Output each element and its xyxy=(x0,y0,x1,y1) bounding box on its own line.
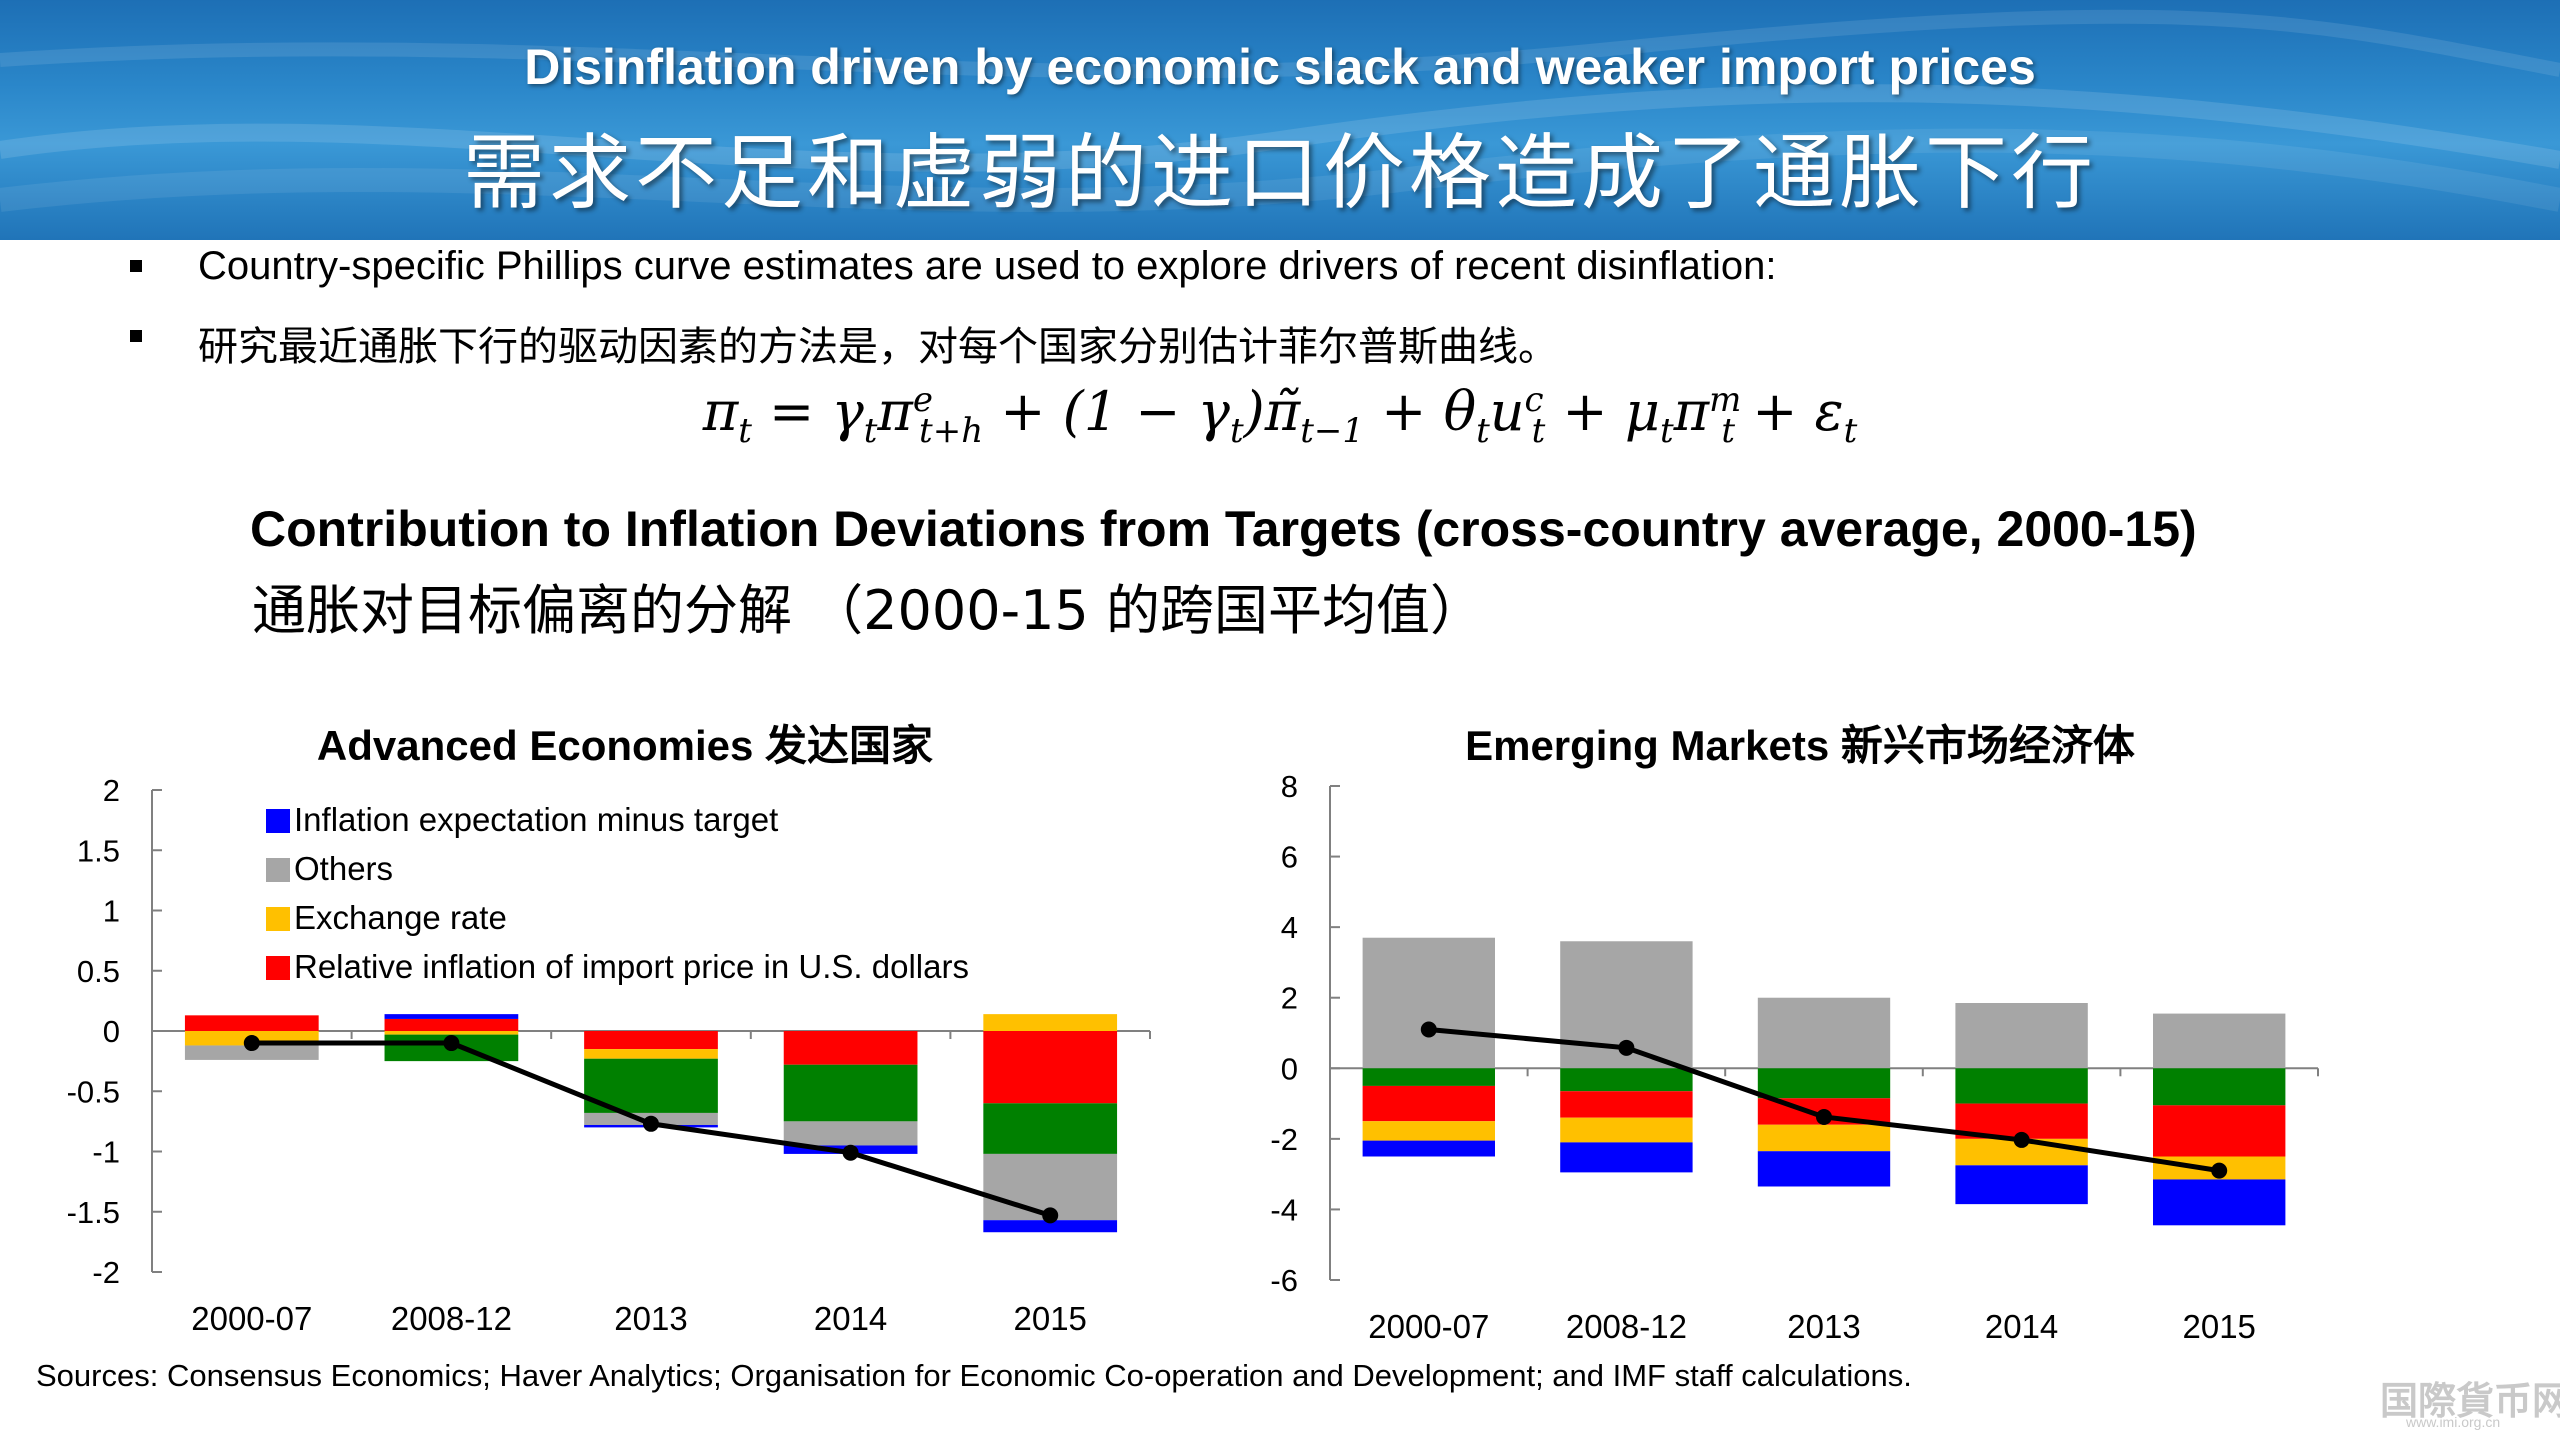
bar-segment xyxy=(184,1015,319,1031)
total-deviation-point xyxy=(1042,1207,1059,1224)
y-tick-label: -2 xyxy=(92,1255,120,1290)
bar-segment xyxy=(1560,1068,1693,1092)
legend-swatch xyxy=(266,858,290,882)
bar-segment xyxy=(1757,1124,1891,1152)
x-category-label: 2015 xyxy=(1013,1300,1086,1337)
bar-segment xyxy=(384,1031,519,1035)
bar-segment xyxy=(783,1121,918,1146)
bar-segment xyxy=(1362,1121,1495,1141)
legend-label: Relative inflation of import price in U.… xyxy=(294,948,969,985)
legend-label: Exchange rate xyxy=(294,899,507,936)
legend-swatch xyxy=(266,809,290,833)
bar-segment xyxy=(783,1064,918,1122)
bullet-square-icon xyxy=(130,260,142,272)
bar-segment xyxy=(983,1220,1118,1233)
x-category-label: 2014 xyxy=(1985,1308,2058,1345)
total-deviation-point xyxy=(443,1035,460,1052)
bar-segment xyxy=(1955,1165,2088,1205)
header-wave-decoration xyxy=(0,9,2560,212)
bar-segment xyxy=(2153,1105,2286,1157)
bar-segment xyxy=(983,1031,1118,1104)
bar-segment xyxy=(1955,1003,2088,1069)
bar-segment xyxy=(983,1014,1118,1031)
bar-segment xyxy=(1757,997,1891,1069)
bar-segment xyxy=(1362,1085,1495,1122)
y-tick-label: -0.5 xyxy=(67,1074,120,1109)
y-tick-label: 4 xyxy=(1281,910,1298,945)
bar-segment xyxy=(783,1031,918,1065)
y-tick-label: -6 xyxy=(1270,1263,1298,1298)
total-deviation-point xyxy=(2211,1162,2228,1179)
bar-segment xyxy=(584,1031,718,1050)
bar-segment xyxy=(1560,1117,1693,1143)
legend-label: Others xyxy=(294,850,393,887)
x-category-label: 2008-12 xyxy=(1566,1308,1687,1345)
y-tick-label: 2 xyxy=(1281,981,1298,1016)
x-category-label: 2000-07 xyxy=(1368,1308,1489,1345)
legend-label: Inflation expectation minus target xyxy=(294,801,778,838)
y-tick-label: 1 xyxy=(103,894,120,929)
bar-segment xyxy=(1560,1142,1693,1173)
chart-title: Advanced Economies 发达国家 xyxy=(317,722,933,769)
watermark-logo-text: 国際貨币网 xyxy=(2380,1378,2560,1423)
total-deviation-point xyxy=(1816,1108,1832,1125)
chart-title: Emerging Markets 新兴市场经济体 xyxy=(1465,722,2135,769)
y-tick-label: 0 xyxy=(1281,1051,1298,1086)
sources-note: Sources: Consensus Economics; Haver Anal… xyxy=(36,1358,1912,1393)
total-deviation-point xyxy=(842,1144,859,1161)
bar-segment xyxy=(1757,1068,1891,1099)
section-title-english: Contribution to Inflation Deviations fro… xyxy=(250,501,2197,557)
total-deviation-point xyxy=(643,1115,659,1132)
y-tick-label: 2 xyxy=(103,773,120,808)
total-deviation-point xyxy=(1618,1039,1635,1056)
y-tick-label: 6 xyxy=(1281,840,1298,875)
total-deviation-point xyxy=(1420,1021,1437,1038)
bar-segment xyxy=(2153,1179,2286,1226)
bar-segment xyxy=(184,1045,319,1060)
watermark-url: www.imi.org.cn xyxy=(2406,1414,2501,1430)
y-tick-label: -4 xyxy=(1270,1192,1298,1227)
phillips-curve-formula: πt = γtπet+h + (1 − γt)π̃t−1 + θtuct + μ… xyxy=(702,380,1858,451)
header-banner: Disinflation driven by economic slack an… xyxy=(0,0,2560,240)
legend-swatch xyxy=(266,956,290,980)
bar-segment xyxy=(2153,1068,2286,1106)
section-title-chinese: 通胀对目标偏离的分解 （2000-15 的跨国平均值） xyxy=(252,579,1484,642)
bar-segment xyxy=(1362,1068,1495,1086)
chart-advanced-economies: Advanced Economies 发达国家 2 1.5 1 0.5 0 -0.5 -1 -1… xyxy=(67,722,1151,1337)
y-tick-label: 0 xyxy=(103,1014,120,1049)
total-deviation-point xyxy=(243,1035,260,1052)
bar-segment xyxy=(1362,937,1495,1069)
total-deviation-point xyxy=(2013,1131,2030,1148)
bar-segment xyxy=(384,1018,519,1031)
legend-swatch xyxy=(266,907,290,931)
x-category-label: 2008-12 xyxy=(391,1300,512,1337)
bullet-text: Country-specific Phillips curve estimate… xyxy=(198,244,1777,288)
chart-emerging-markets: Emerging Markets 新兴市场经济体 8 6 4 2 0 -2 -4 -6 2000-… xyxy=(1270,722,2319,1345)
x-category-label: 2000-07 xyxy=(191,1300,312,1337)
bullet-text: 研究最近通胀下行的驱动因素的方法是，对每个国家分别估计菲尔普斯曲线。 xyxy=(198,324,1558,370)
bar-segment xyxy=(1955,1068,2088,1104)
title-english: Disinflation driven by economic slack an… xyxy=(524,39,2036,95)
y-tick-label: 0.5 xyxy=(77,954,120,989)
y-tick-label: 8 xyxy=(1281,769,1298,804)
bar-segment xyxy=(1560,1091,1693,1118)
bar-segment xyxy=(1362,1140,1495,1157)
y-tick-label: -2 xyxy=(1270,1122,1298,1157)
bar-segment xyxy=(1757,1151,1891,1187)
bullet-square-icon xyxy=(130,330,142,342)
watermark-logo: 国際貨币网 www.imi.org.cn xyxy=(2380,1370,2560,1430)
y-tick-label: 1.5 xyxy=(77,833,120,868)
title-chinese: 需求不足和虚弱的进口价格造成了通胀下行 xyxy=(462,126,2097,221)
x-category-label: 2013 xyxy=(614,1300,687,1337)
bar-segment xyxy=(2153,1013,2286,1069)
x-category-label: 2015 xyxy=(2182,1308,2255,1345)
x-category-label: 2014 xyxy=(814,1300,887,1337)
bar-segment xyxy=(983,1103,1118,1154)
y-tick-label: -1.5 xyxy=(67,1195,120,1230)
bar-segment xyxy=(584,1049,718,1059)
bar-segment xyxy=(384,1014,519,1019)
x-category-label: 2013 xyxy=(1787,1308,1860,1345)
y-tick-label: -1 xyxy=(92,1135,120,1170)
